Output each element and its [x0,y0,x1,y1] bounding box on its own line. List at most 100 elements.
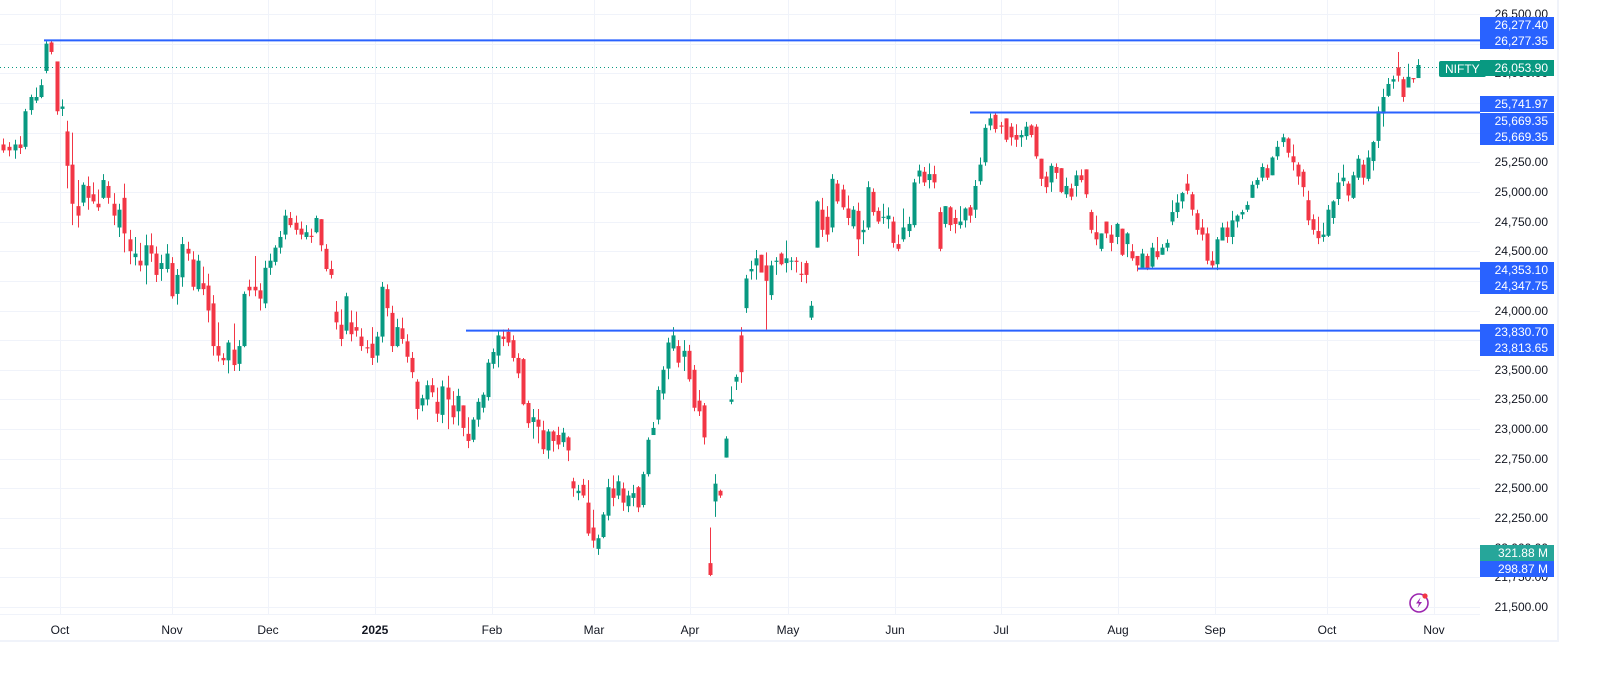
candle-down[interactable] [370,327,375,366]
candle-up[interactable] [1366,150,1371,182]
candle-up[interactable] [596,534,601,555]
candle-down[interactable] [932,165,937,189]
candle-up[interactable] [1125,232,1130,258]
candle-down[interactable] [76,180,81,228]
candle-down[interactable] [1054,163,1059,179]
candle-down[interactable] [206,273,211,323]
candle-up[interactable] [1235,214,1240,228]
candle-down[interactable] [825,206,830,242]
candle-down[interactable] [91,182,96,204]
candle-down[interactable] [201,266,206,296]
candle-down[interactable] [1401,76,1406,102]
candle-down[interactable] [708,527,713,577]
candle-down[interactable] [247,279,252,297]
candle-up[interactable] [1341,164,1346,186]
candle-down[interactable] [319,219,324,252]
candle-up[interactable] [1371,140,1376,171]
candle-down[interactable] [516,353,521,379]
candle-up[interactable] [734,374,739,390]
candle-down[interactable] [611,475,616,507]
candle-down[interactable] [1014,124,1019,147]
candle-down[interactable] [1411,78,1416,83]
candle-down[interactable] [324,244,329,272]
candle-down[interactable] [1210,251,1215,269]
candle-down[interactable] [551,430,556,452]
candle-up[interactable] [101,174,106,200]
candle-down[interactable] [794,257,799,273]
candle-up[interactable] [13,139,18,159]
candle-down[interactable] [1130,244,1135,261]
candle-up[interactable] [314,215,319,234]
candle-down[interactable] [846,195,851,226]
candle-down[interactable] [1135,255,1140,272]
candle-down[interactable] [1286,137,1291,158]
candle-down[interactable] [1084,169,1089,198]
candle-up[interactable] [375,331,380,363]
candle-up[interactable] [729,386,734,405]
candle-up[interactable] [1406,63,1411,88]
candle-down[interactable] [65,120,70,189]
candle-down[interactable] [1,138,6,153]
candle-down[interactable] [1044,171,1049,194]
candle-down[interactable] [1155,236,1160,260]
candle-up[interactable] [242,291,247,348]
candle-down[interactable] [1296,162,1301,185]
candle-up[interactable] [666,337,671,380]
candle-up[interactable] [943,206,948,228]
candle-up[interactable] [1175,194,1180,218]
candle-up[interactable] [1250,181,1255,198]
candle-down[interactable] [186,241,191,261]
candle-up[interactable] [774,257,779,275]
candle-up[interactable] [561,427,566,447]
candle-up[interactable] [159,254,164,281]
candle-down[interactable] [154,246,159,283]
candle-down[interactable] [541,420,546,455]
candle-down[interactable] [1009,123,1014,146]
candle-down[interactable] [566,436,571,462]
candle-down[interactable] [385,284,390,317]
candle-down[interactable] [636,486,641,513]
candle-down[interactable] [400,317,405,344]
candle-down[interactable] [138,242,143,272]
candle-down[interactable] [1205,227,1210,265]
candle-down[interactable] [841,184,846,210]
candle-up[interactable] [44,41,49,74]
candle-up[interactable] [601,512,606,539]
candle-up[interactable] [531,408,536,439]
candle-up[interactable] [34,87,39,103]
candle-down[interactable] [556,426,561,450]
candle-up[interactable] [196,254,201,292]
candle-down[interactable] [359,328,364,351]
candle-up[interactable] [917,164,922,184]
candle-down[interactable] [676,340,681,368]
candle-up[interactable] [456,388,461,426]
candle-down[interactable] [1094,215,1099,246]
candle-down[interactable] [1306,190,1311,226]
candle-down[interactable] [221,353,226,366]
candle-down[interactable] [1265,164,1270,181]
candle-up[interactable] [851,206,856,229]
candle-down[interactable] [55,61,60,115]
candle-up[interactable] [1140,248,1145,268]
candle-up[interactable] [395,318,400,348]
price-axis[interactable]: 26,500.0026,250.0026,000.0025,750.0025,5… [1480,0,1558,614]
candle-up[interactable] [23,108,28,150]
candle-down[interactable] [405,334,410,363]
price-pane[interactable] [0,0,1480,614]
candle-up[interactable] [496,330,501,368]
time-axis[interactable]: Oct Nov Dec 2025 Feb Mar Apr May Jun Jul Aug Sep Oct… [0,614,1480,643]
candle-up[interactable] [1416,59,1421,79]
candle-down[interactable] [1225,221,1230,243]
candle-down[interactable] [1361,159,1366,185]
candle-up[interactable] [440,380,445,424]
candle-up[interactable] [1064,177,1069,198]
candle-down[interactable] [354,311,359,337]
candle-down[interactable] [999,121,1004,134]
candle-down[interactable] [232,323,237,371]
candle-up[interactable] [1356,155,1361,181]
candle-up[interactable] [861,220,866,245]
candle-up[interactable] [1275,140,1280,160]
candle-down[interactable] [451,391,456,425]
candle-down[interactable] [1145,253,1150,271]
candle-up[interactable] [1115,222,1120,245]
